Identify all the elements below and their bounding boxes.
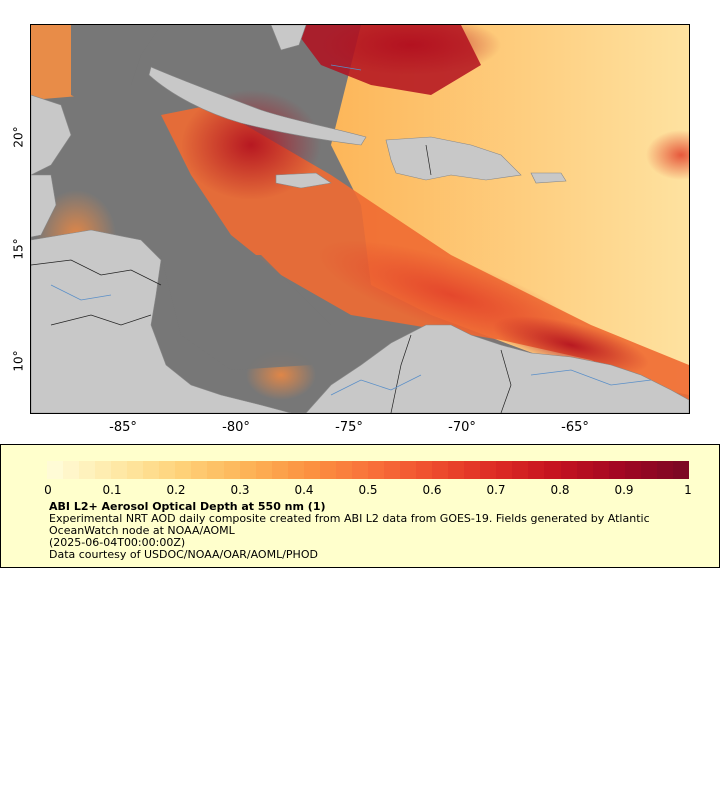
colorbar-segment bbox=[63, 461, 80, 479]
legend-credit: Data courtesy of USDOC/NOAA/OAR/AOML/PHO… bbox=[49, 548, 318, 561]
lat-tick: 20° bbox=[11, 126, 26, 148]
colorbar-segment bbox=[351, 461, 368, 479]
lon-tick: -75° bbox=[335, 420, 363, 435]
colorbar-segment bbox=[79, 461, 96, 479]
colorbar-segment bbox=[528, 461, 545, 479]
colorbar-segment bbox=[544, 461, 561, 479]
colorbar-segment bbox=[255, 461, 272, 479]
colorbar-segment bbox=[400, 461, 417, 479]
colorbar-segment bbox=[287, 461, 304, 479]
central-america bbox=[31, 94, 72, 176]
colorbar-segment bbox=[592, 461, 609, 479]
colorbar-segment bbox=[223, 461, 240, 479]
aod-map-canvas bbox=[31, 25, 689, 413]
aod-map bbox=[30, 24, 690, 414]
colorbar-segment bbox=[496, 461, 513, 479]
colorbar-segment bbox=[335, 461, 352, 479]
hispaniola bbox=[385, 136, 522, 181]
colorbar-tick: 0.9 bbox=[614, 483, 634, 497]
colorbar-tick: 0.2 bbox=[166, 483, 186, 497]
legend-description: Experimental NRT AOD daily composite cre… bbox=[49, 512, 650, 537]
legend-title: ABI L2+ Aerosol Optical Depth at 550 nm … bbox=[49, 500, 326, 513]
lat-tick: 15° bbox=[11, 238, 26, 260]
colorbar-segment bbox=[319, 461, 336, 479]
colorbar-segment bbox=[367, 461, 384, 479]
colorbar-segment bbox=[303, 461, 320, 479]
colorbar-segment bbox=[560, 461, 577, 479]
colorbar-segment bbox=[383, 461, 401, 479]
colorbar-tick: 0.1 bbox=[102, 483, 122, 497]
cuba bbox=[148, 66, 367, 146]
south-america bbox=[305, 324, 689, 413]
colorbar-segment bbox=[672, 461, 689, 479]
colorbar-segment bbox=[95, 461, 112, 479]
colorbar-tick: 0.8 bbox=[550, 483, 570, 497]
country-borders bbox=[31, 144, 512, 413]
lon-tick: -70° bbox=[448, 420, 476, 435]
colorbar-tick: 0 bbox=[44, 483, 52, 497]
colorbar-segment bbox=[127, 461, 144, 479]
colorbar-tick: 0.5 bbox=[358, 483, 378, 497]
colorbar-tick: 0.6 bbox=[422, 483, 442, 497]
colorbar-segment bbox=[512, 461, 529, 479]
lon-tick: -65° bbox=[561, 420, 589, 435]
colorbar-segment bbox=[191, 461, 208, 479]
legend-panel: 0 0.1 0.2 0.3 0.4 0.5 0.6 0.7 0.8 0.9 1 … bbox=[0, 444, 720, 568]
colorbar-tick: 1 bbox=[684, 483, 692, 497]
rivers bbox=[50, 64, 652, 396]
colorbar-segment bbox=[640, 461, 657, 479]
land-masses bbox=[31, 25, 689, 413]
colorbar-segment bbox=[448, 461, 465, 479]
colorbar-segment bbox=[47, 461, 64, 479]
colorbar-segment bbox=[624, 461, 641, 479]
lon-tick: -80° bbox=[222, 420, 250, 435]
colorbar-segment bbox=[608, 461, 625, 479]
colorbar-segment bbox=[576, 461, 593, 479]
legend-text: ABI L2+ Aerosol Optical Depth at 550 nm … bbox=[49, 501, 689, 561]
colorbar-segment bbox=[656, 461, 673, 479]
colorbar-tick: 0.7 bbox=[486, 483, 506, 497]
colorbar-segment bbox=[464, 461, 481, 479]
colorbar-segment bbox=[159, 461, 176, 479]
colorbar-segment bbox=[480, 461, 497, 479]
colorbar-segment bbox=[416, 461, 433, 479]
colorbar-tick: 0.3 bbox=[230, 483, 250, 497]
jamaica bbox=[275, 172, 332, 189]
colorbar bbox=[47, 461, 689, 479]
colorbar-segment bbox=[111, 461, 128, 479]
colorbar-segment bbox=[143, 461, 160, 479]
colorbar-segment bbox=[175, 461, 192, 479]
colorbar-segment bbox=[432, 461, 449, 479]
colorbar-segment bbox=[239, 461, 256, 479]
colorbar-segment bbox=[207, 461, 224, 479]
lat-tick: 10° bbox=[11, 350, 26, 372]
lon-tick: -85° bbox=[109, 420, 137, 435]
legend-date: (2025-06-04T00:00:00Z) bbox=[49, 536, 186, 549]
colorbar-tick: 0.4 bbox=[294, 483, 314, 497]
colorbar-segment bbox=[271, 461, 288, 479]
